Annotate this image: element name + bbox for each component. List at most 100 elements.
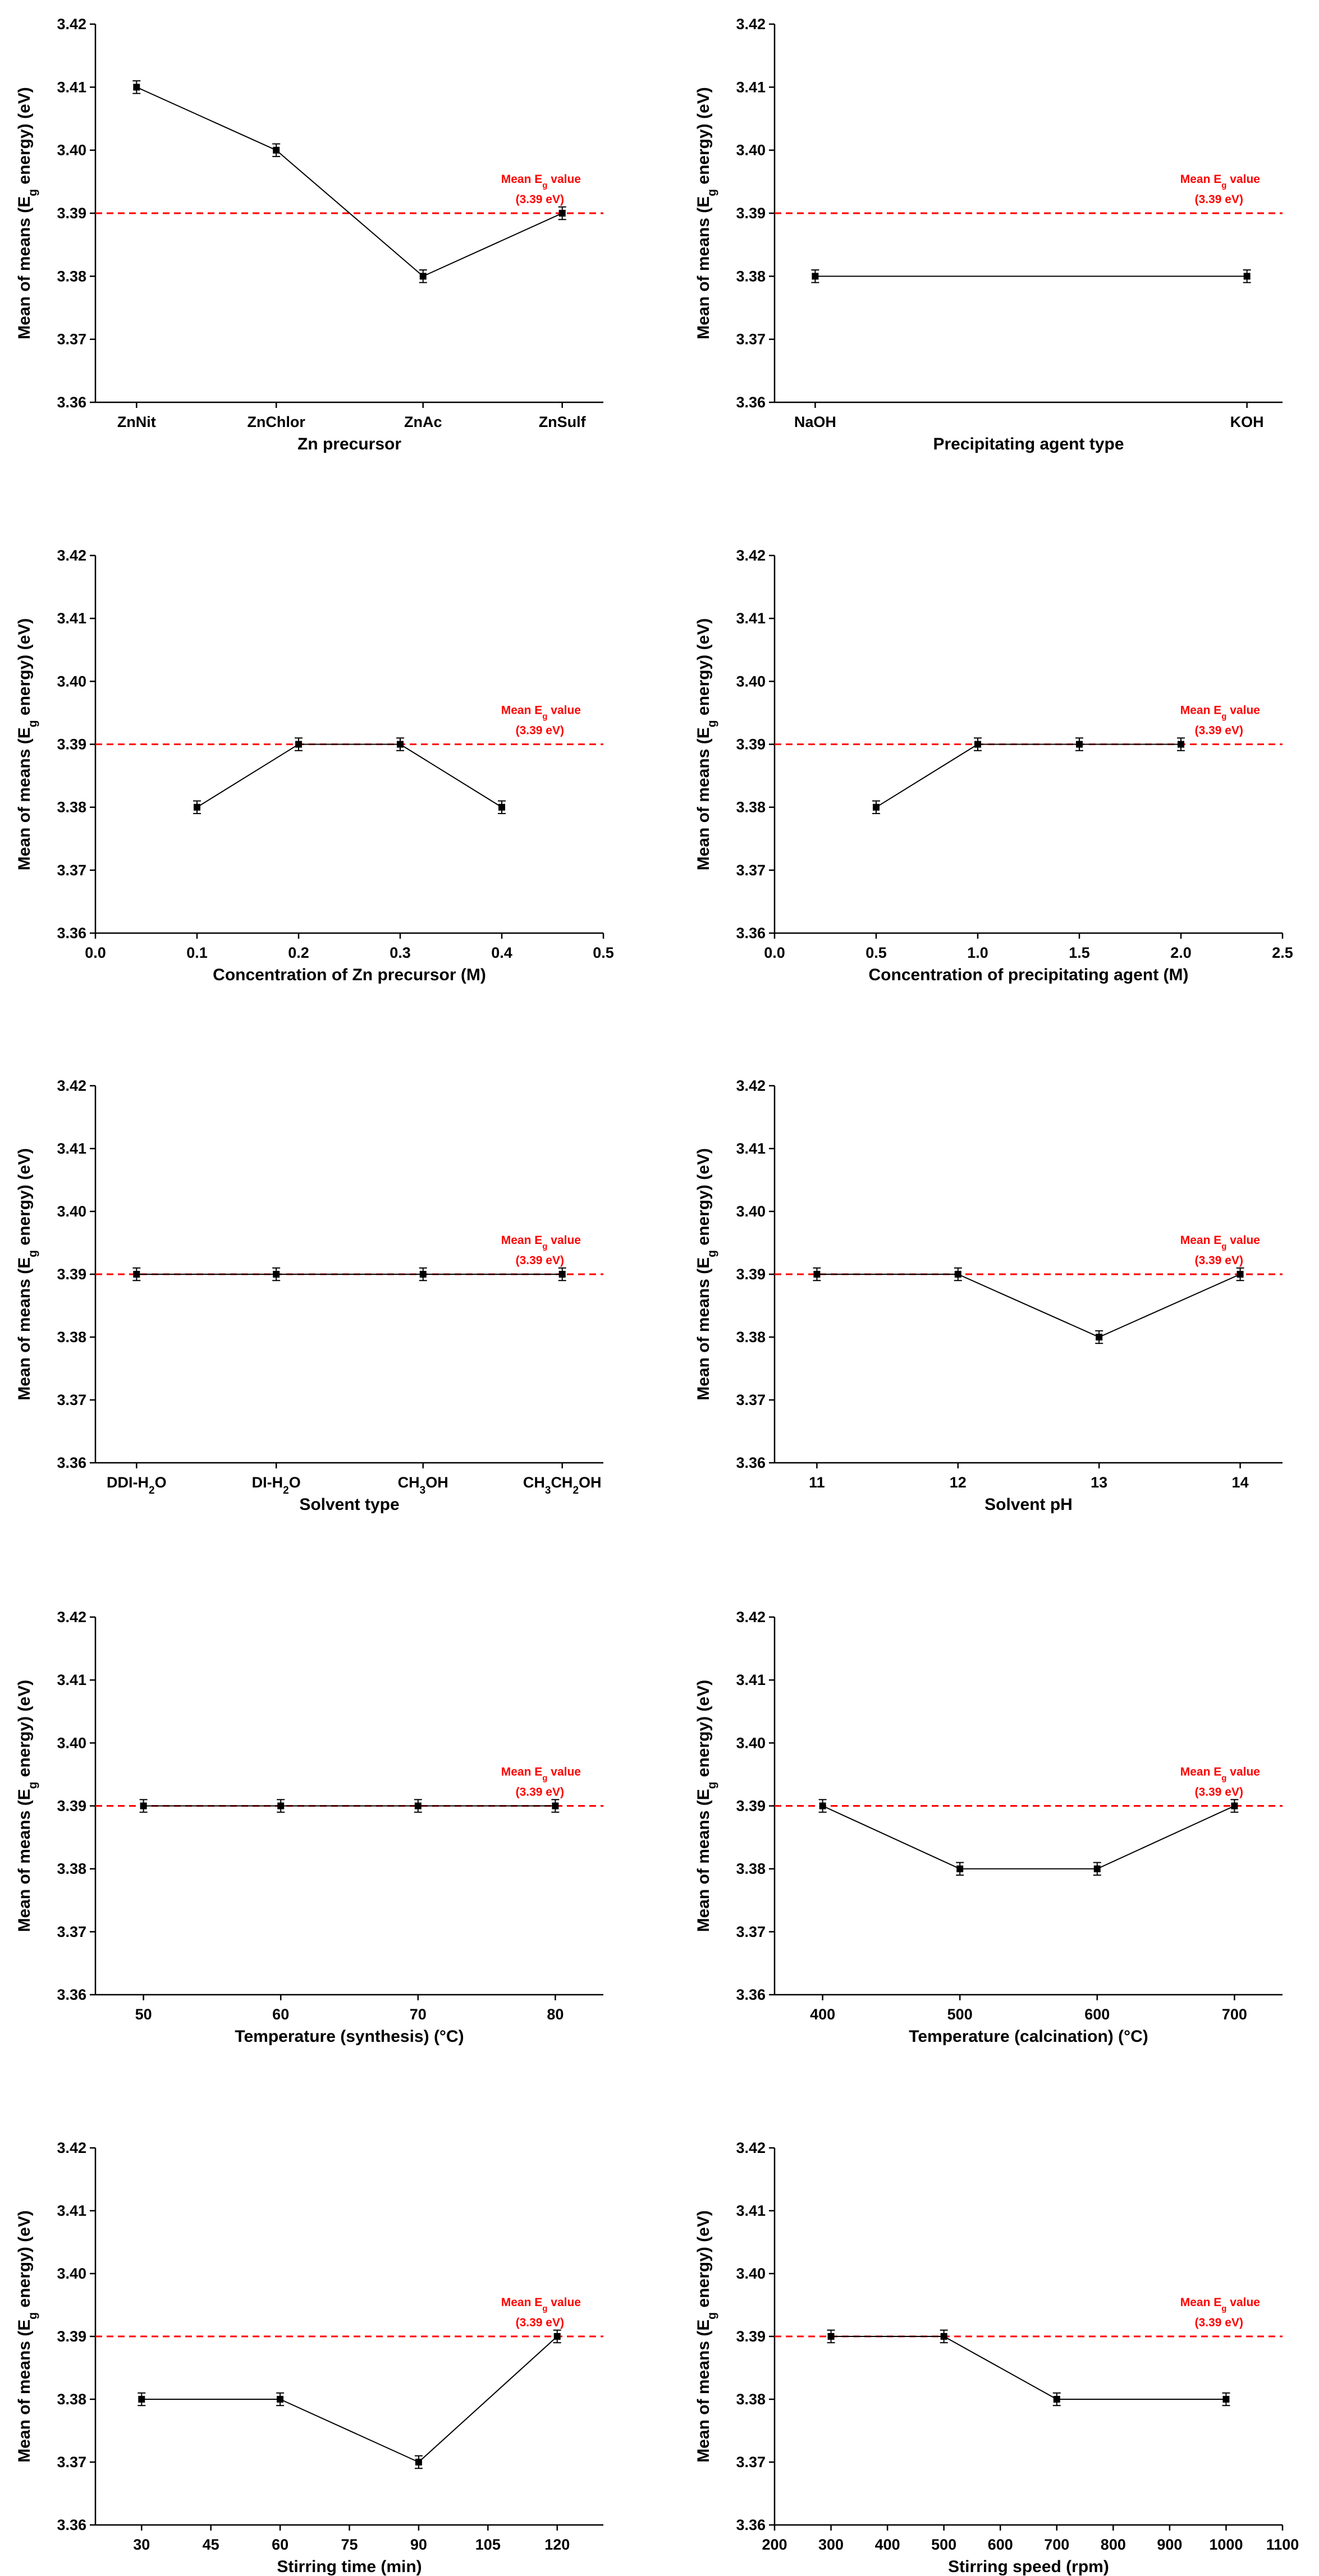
marker [498,803,505,811]
y-tick-label: 3.41 [736,2202,766,2219]
x-axis-title: Concentration of precipitating agent (M) [869,966,1189,984]
label-part: energy) (eV) [694,618,713,720]
y-tick-label: 3.38 [736,1861,766,1877]
data-point [138,2392,146,2407]
y-tick-label: 3.42 [736,16,766,33]
y-tick-label: 3.41 [736,79,766,95]
label-part: Mean of means (E [15,1789,34,1932]
mean-value-label: (3.39 eV) [516,193,564,206]
label-part: energy) (eV) [694,2210,713,2312]
y-tick-label: 3.37 [57,331,86,348]
marker [138,2396,145,2403]
data-point [553,2329,561,2344]
marker [194,803,200,811]
label-part: Mean E [501,1234,543,1247]
label-part: g [1221,711,1226,721]
y-tick-label: 3.40 [57,142,86,159]
x-tick-label: KOH [1230,414,1264,430]
marker [812,273,819,280]
data-point [1177,737,1185,751]
series-line [831,2336,1226,2400]
label-part: value [1226,2296,1260,2309]
label-part: g [26,720,39,727]
series-line [136,86,563,277]
mean-value-label: (3.39 eV) [1195,193,1243,206]
label-part: Mean E [501,704,543,717]
label-part: O [155,1474,167,1491]
y-tick-label: 3.39 [57,205,86,222]
x-tick-label: ZnSulf [539,414,587,430]
label-part: Mean of means (E [15,196,34,339]
chart-panel-8: 3.36 3.37 3.38 3.39 3.40 3.41 3.42 400 500 600 700… [694,1609,1283,2046]
y-tick-label: 3.40 [57,1203,86,1220]
marker [419,1271,427,1278]
x-tick-label: 0.0 [764,944,785,961]
y-tick-label: 3.38 [57,799,86,816]
data-point [956,1862,964,1876]
y-tick-label: 3.38 [736,1329,766,1346]
y-tick-label: 3.37 [57,1923,86,1940]
y-tick-label: 3.37 [57,2454,86,2471]
label-part: Mean E [1180,704,1222,717]
label-part: OH [579,1474,602,1491]
mean-label: Mean Eg value [1180,173,1260,190]
y-tick-label: 3.39 [57,1798,86,1815]
label-part: energy) (eV) [15,1680,34,1782]
y-tick-label: 3.39 [57,2328,86,2345]
data-point [295,737,303,751]
y-tick-label: 3.39 [736,205,766,222]
label-part: energy) (eV) [694,1148,713,1250]
mean-label: Mean Eg value [501,2296,581,2313]
mean-value-label: (3.39 eV) [516,2316,564,2329]
x-tick-label: 400 [875,2536,900,2553]
x-tick-label: 80 [547,2006,564,2023]
y-tick-label: 3.36 [57,925,86,942]
x-tick-label: 0.0 [85,944,106,961]
x-tick-label: 60 [272,2536,288,2553]
marker [558,1271,566,1278]
data-point [414,2455,423,2469]
data-point [974,737,982,751]
y-axis-title: Mean of means (Eg energy) (eV) [15,2210,39,2463]
data-point [419,269,427,283]
marker [1222,2396,1230,2403]
data-point [1222,2392,1230,2407]
data-point [1095,1330,1103,1344]
y-tick-label: 3.40 [736,1203,766,1220]
x-axis-title: Temperature (calcination) (°C) [909,2027,1148,2046]
label-part: Mean E [501,173,543,186]
x-tick-label: 400 [810,2006,835,2023]
data-point [954,1267,962,1282]
y-tick-label: 3.42 [57,2139,86,2156]
y-tick-label: 3.40 [57,673,86,690]
y-tick-label: 3.39 [736,1266,766,1283]
x-axis-title: Concentration of Zn precursor (M) [213,966,486,984]
marker [397,741,404,748]
marker [1231,1802,1238,1810]
y-tick-label: 3.41 [736,610,766,627]
y-tick-label: 3.37 [736,862,766,879]
mean-value-label: (3.39 eV) [516,1254,564,1267]
y-tick-label: 3.41 [57,1140,86,1157]
y-axis-title: Mean of means (Eg energy) (eV) [694,1148,718,1401]
data-point [558,206,566,221]
chart-panel-6: 3.36 3.37 3.38 3.39 3.40 3.41 3.42 11 12 13 14 Solv… [694,1077,1283,1514]
x-tick-label: 700 [1044,2536,1069,2553]
marker [1093,1865,1101,1872]
x-tick-label: 0.3 [390,944,411,961]
y-axis-title: Mean of means (Eg energy) (eV) [694,87,718,339]
mean-value-label: (3.39 eV) [1195,1254,1243,1267]
data-point [811,269,819,283]
data-point [1236,1267,1244,1282]
series-line [822,1805,1235,1870]
x-tick-label: CH3OH [398,1474,448,1496]
label-part: g [542,1242,547,1251]
label-part: g [26,1781,39,1789]
series-line [817,1274,1240,1338]
y-tick-label: 3.37 [736,331,766,348]
label-part: g [26,189,39,196]
data-point [272,1267,281,1282]
x-tick-label: 900 [1157,2536,1182,2553]
